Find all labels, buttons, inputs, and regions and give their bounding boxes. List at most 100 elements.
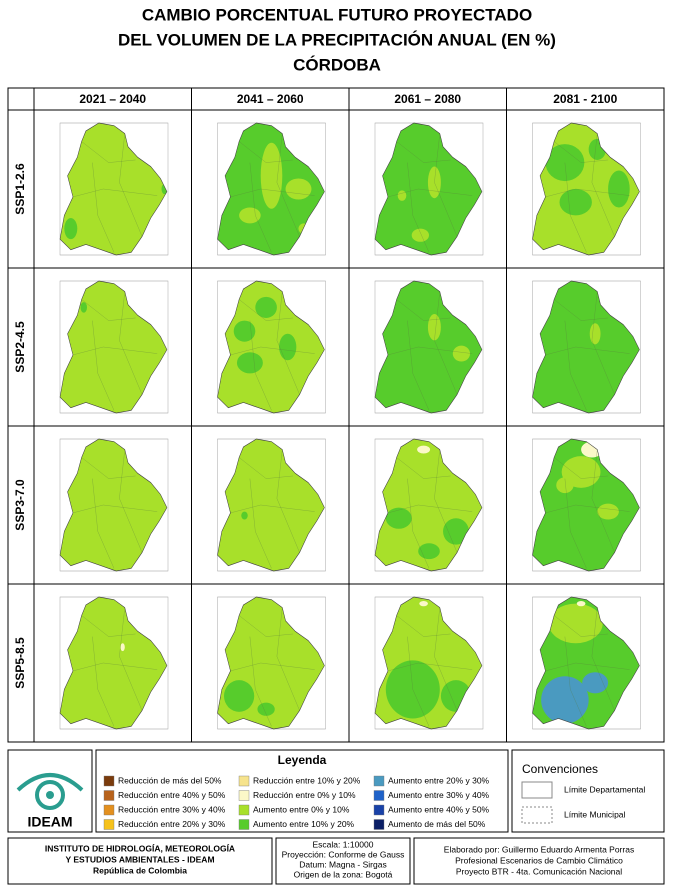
logo-arc (16, 773, 84, 792)
row-header: SSP5-8.5 (13, 637, 27, 689)
map (374, 438, 484, 572)
municipal-boundary (249, 320, 272, 411)
institute-line: Y ESTUDIOS AMBIENTALES - IDEAM (65, 854, 214, 864)
municipal-boundary (239, 457, 294, 479)
map-fill (60, 123, 167, 255)
legend-label: Aumento entre 0% y 10% (253, 804, 350, 814)
municipal-boundary (396, 299, 451, 321)
department-boundary (217, 280, 325, 414)
map (532, 438, 641, 572)
row-header: SSP1-2.6 (13, 163, 27, 215)
municipal-boundary (564, 162, 587, 253)
map-zone (64, 218, 78, 240)
map (59, 596, 169, 730)
municipal-boundary (396, 141, 451, 163)
footer-box (275, 837, 411, 885)
legend-box (95, 749, 509, 833)
legend-swatch (103, 790, 115, 801)
logo-dot (46, 791, 54, 799)
map-frame (532, 280, 641, 414)
map-base (60, 439, 167, 571)
legend-label: Reducción de más del 50% (118, 775, 222, 785)
legend-label: Aumento entre 10% y 20% (253, 819, 355, 829)
legend-swatch (373, 819, 385, 830)
municipal-boundary (407, 478, 430, 569)
legend-swatch (103, 775, 115, 787)
municipal-boundary (72, 188, 158, 198)
municipal-boundary (545, 662, 630, 672)
map-zone (279, 333, 297, 361)
title-line: DEL VOLUMEN DE LA PRECIPITACIÓN ANUAL (E… (118, 30, 556, 49)
municipal-boundary (434, 291, 458, 395)
municipal-boundary (276, 607, 300, 711)
map-zone (120, 643, 125, 652)
map-zone (443, 518, 469, 545)
municipal-boundary (434, 449, 458, 553)
credit-line: Elaborado por: Guillermo Eduardo Armenta… (444, 844, 634, 854)
conventions-title: Convenciones (522, 762, 598, 776)
department-boundary (374, 438, 483, 572)
map-zone (257, 702, 275, 716)
map-fill (532, 123, 640, 255)
legend-label: Reducción entre 20% y 30% (118, 819, 226, 829)
map-zone (236, 352, 263, 374)
column-header: 2061 – 2080 (394, 92, 461, 106)
municipal-boundary (564, 636, 587, 727)
department-boundary (532, 438, 640, 572)
map-fill (217, 123, 325, 255)
map-zone (440, 680, 472, 712)
map-zone (576, 600, 586, 607)
logo-circle (35, 780, 65, 810)
map-fill (60, 597, 167, 729)
municipal-boundary (407, 162, 430, 253)
department-boundary (59, 280, 168, 414)
legend-swatch (373, 804, 385, 816)
map-zone (589, 323, 601, 345)
municipal-boundary (249, 636, 272, 727)
map-zone (417, 445, 431, 454)
legend-title: Leyenda (278, 753, 327, 767)
title-line: CÓRDOBA (293, 55, 381, 74)
map-zone (597, 503, 619, 520)
map-zone (223, 680, 255, 712)
map (217, 596, 326, 730)
map-fill (375, 597, 482, 729)
municipal-boundary (434, 607, 458, 711)
map-info-line: Escala: 1:10000 (313, 839, 374, 849)
municipal-boundary (554, 457, 609, 479)
municipal-boundary (554, 141, 609, 163)
municipal-boundary (119, 291, 143, 395)
legend-swatch (373, 775, 385, 787)
row-header: SSP3-7.0 (13, 479, 27, 531)
convention-label: Límite Departamental (564, 784, 645, 794)
municipal-boundary (72, 662, 158, 672)
department-boundary (59, 122, 168, 256)
map (532, 280, 641, 414)
municipal-boundary (119, 607, 143, 711)
map (532, 122, 641, 256)
municipal-boundary (119, 449, 143, 553)
municipal-boundary (92, 478, 115, 569)
municipal-boundary (545, 346, 630, 356)
map (217, 438, 326, 572)
municipal-boundary (72, 346, 158, 356)
municipal-boundary (119, 133, 143, 237)
map-frame (532, 122, 641, 256)
legend-label: Reducción entre 40% y 50% (118, 790, 226, 800)
map (374, 280, 484, 414)
map-frame (532, 596, 641, 730)
municipal-boundary (554, 299, 609, 321)
credit-line: Proyecto BTR - 4ta. Comunicación Naciona… (456, 866, 622, 876)
grid-frame (7, 87, 665, 743)
legend-swatch (373, 790, 385, 801)
legend-label: Reducción entre 30% y 40% (118, 804, 226, 814)
municipal-boundary (591, 449, 615, 553)
map-zone (233, 320, 256, 342)
map-frame (532, 438, 641, 572)
map-fill (217, 281, 325, 413)
map-zone (582, 672, 609, 694)
title-line: CAMBIO PORCENTUAL FUTURO PROYECTADO (142, 5, 532, 24)
department-boundary (532, 596, 640, 730)
department-boundary (532, 280, 640, 414)
